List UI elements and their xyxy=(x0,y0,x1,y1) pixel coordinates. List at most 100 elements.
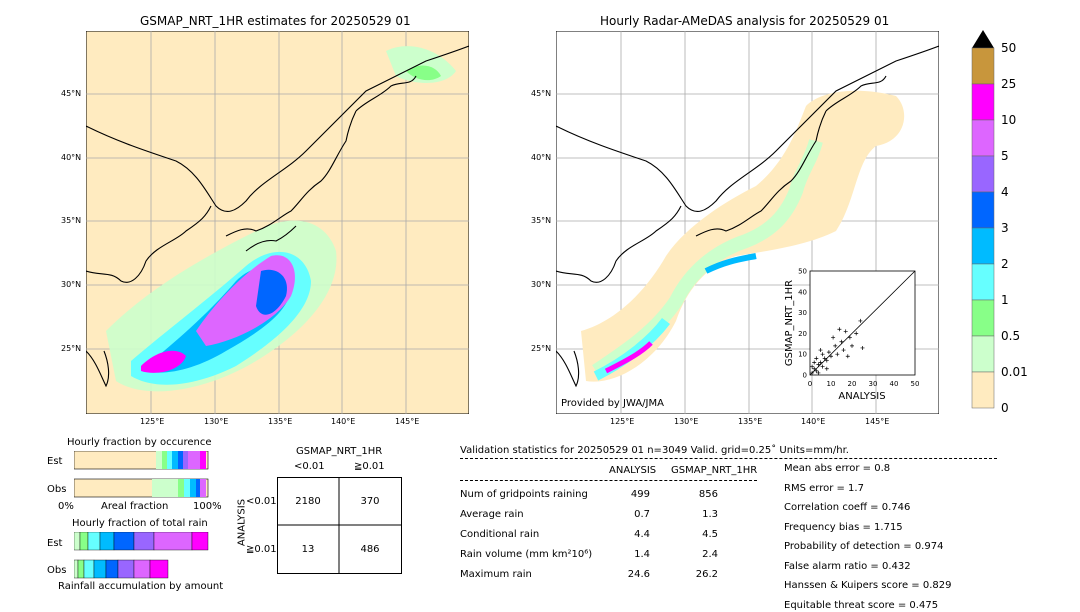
scatter-plot: 00 10 10 20 20 30 30 40 40 50 50 ANALYSIS GSMAP_NR… xyxy=(784,268,919,403)
validation-row-gsmap: 4.5 xyxy=(702,529,718,540)
rain-fraction-title: Hourly fraction of total rain xyxy=(72,518,208,529)
colorbar-segment xyxy=(971,335,995,373)
right-lon-140: 140°E xyxy=(801,417,826,426)
right-lat-35: 35°N xyxy=(531,216,552,225)
scatter-point xyxy=(810,370,815,375)
left-lat-40: 40°N xyxy=(61,153,82,162)
validation-row-label: Maximum rain xyxy=(460,569,532,580)
scatter-point xyxy=(824,358,829,363)
left-lon-140: 140°E xyxy=(331,417,356,426)
validation-row-analysis: 499 xyxy=(630,489,650,500)
colorbar-label: 0.5 xyxy=(1001,329,1021,343)
validation-row-analysis: 0.7 xyxy=(634,509,650,520)
scatter-point xyxy=(816,362,821,367)
colorbar-segment xyxy=(971,299,995,337)
scatter-point xyxy=(816,370,821,375)
left-lon-130: 130°E xyxy=(204,417,229,426)
scatter-xtick: 0 xyxy=(808,380,812,388)
contingency-grid xyxy=(277,477,402,574)
scatter-point xyxy=(814,368,819,373)
validation-row-label: Num of gridpoints raining xyxy=(460,489,588,500)
colorbar-segment xyxy=(971,371,995,409)
contingency-cell-b: 370 xyxy=(360,496,380,507)
scatter-point xyxy=(858,318,863,323)
validation-row-label: Average rain xyxy=(460,509,524,520)
colorbar-segment xyxy=(971,47,995,85)
scatter-xlabel: ANALYSIS xyxy=(838,391,885,402)
colorbar-label: 10 xyxy=(1001,113,1017,127)
colorbar-label: 5 xyxy=(1001,149,1009,163)
occurrence-axis-left: 0% xyxy=(58,501,74,512)
scatter-xtick: 30 xyxy=(869,380,878,388)
left-lat-35: 35°N xyxy=(61,216,82,225)
scatter-point xyxy=(822,356,827,361)
validation-row-analysis: 1.4 xyxy=(634,549,650,560)
scatter-point xyxy=(818,348,823,353)
right-lat-25: 25°N xyxy=(531,344,552,353)
scatter-ytick: 50 xyxy=(798,268,807,276)
scatter-point xyxy=(812,366,817,371)
scatter-point xyxy=(837,327,842,332)
colorbar-segment xyxy=(971,191,995,229)
validation-col-rule xyxy=(460,480,757,481)
colorbar-extend-arrow xyxy=(972,30,994,48)
scatter-ytick: 30 xyxy=(798,309,807,317)
left-lon-135: 135°E xyxy=(268,417,293,426)
right-lon-130: 130°E xyxy=(674,417,699,426)
right-lon-135: 135°E xyxy=(738,417,763,426)
occurrence-bars xyxy=(74,451,209,498)
left-lat-25: 25°N xyxy=(61,344,82,353)
right-lat-45: 45°N xyxy=(531,89,552,98)
scatter-point xyxy=(847,335,852,340)
validation-score: False alarm ratio = 0.432 xyxy=(784,560,911,572)
colorbar-label: 3 xyxy=(1001,221,1009,235)
occurrence-title: Hourly fraction by occurence xyxy=(67,437,212,448)
contingency-cell-a: 2180 xyxy=(295,496,321,507)
scatter-point xyxy=(845,354,850,359)
validation-score: Probability of detection = 0.974 xyxy=(784,541,944,552)
left-map-title: GSMAP_NRT_1HR estimates for 20250529 01 xyxy=(140,14,411,28)
scatter-point xyxy=(812,360,817,365)
scatter-point xyxy=(829,354,833,359)
validation-score: Hanssen & Kuipers score = 0.829 xyxy=(784,580,952,591)
validation-row-label: Rain volume (mm km²10⁶) xyxy=(460,549,593,560)
scatter-point xyxy=(824,366,829,371)
right-lon-145: 145°E xyxy=(865,417,890,426)
scatter-point xyxy=(833,343,838,348)
colorbar-segment xyxy=(971,155,995,193)
left-lon-125: 125°E xyxy=(140,417,165,426)
validation-row-label: Conditional rain xyxy=(460,529,540,540)
validation-row-gsmap: 26.2 xyxy=(695,569,718,580)
left-lat-45: 45°N xyxy=(61,89,82,98)
contingency-cell-c: 13 xyxy=(301,544,315,555)
scatter-point xyxy=(839,339,844,344)
contingency-row-lt: <0.01 xyxy=(246,496,277,507)
colorbar-label: 0.01 xyxy=(1001,365,1028,379)
colorbar-label: 0 xyxy=(1001,401,1009,415)
scatter-point xyxy=(810,364,815,369)
scatter-ytick: 40 xyxy=(798,288,807,296)
validation-score: Mean abs error = 0.8 xyxy=(784,463,891,474)
occurrence-axis-right: 100% xyxy=(193,501,222,512)
scatter-point xyxy=(835,352,840,357)
scatter-point xyxy=(818,360,823,365)
validation-header-rule xyxy=(460,458,997,459)
scatter-point xyxy=(814,356,819,361)
scatter-point xyxy=(850,343,854,348)
occurrence-est-label: Est xyxy=(47,456,63,467)
validation-col-analysis: ANALYSIS xyxy=(609,465,657,476)
contingency-col-ge: ≧0.01 xyxy=(354,461,385,472)
scatter-xtick: 10 xyxy=(827,380,836,388)
rain-fraction-est-label: Est xyxy=(47,538,63,549)
validation-score: Correlation coeff = 0.746 xyxy=(784,502,911,513)
colorbar-segment xyxy=(971,119,995,157)
colorbar-label: 1 xyxy=(1001,293,1009,307)
right-lat-40: 40°N xyxy=(531,153,552,162)
colorbar-label: 50 xyxy=(1001,41,1017,55)
right-map xyxy=(556,31,939,414)
right-lon-125: 125°E xyxy=(610,417,635,426)
colorbar-segment xyxy=(971,227,995,265)
validation-row-analysis: 4.4 xyxy=(634,529,650,540)
occurrence-axis-mid: Areal fraction xyxy=(101,501,169,512)
scatter-point xyxy=(831,335,836,340)
